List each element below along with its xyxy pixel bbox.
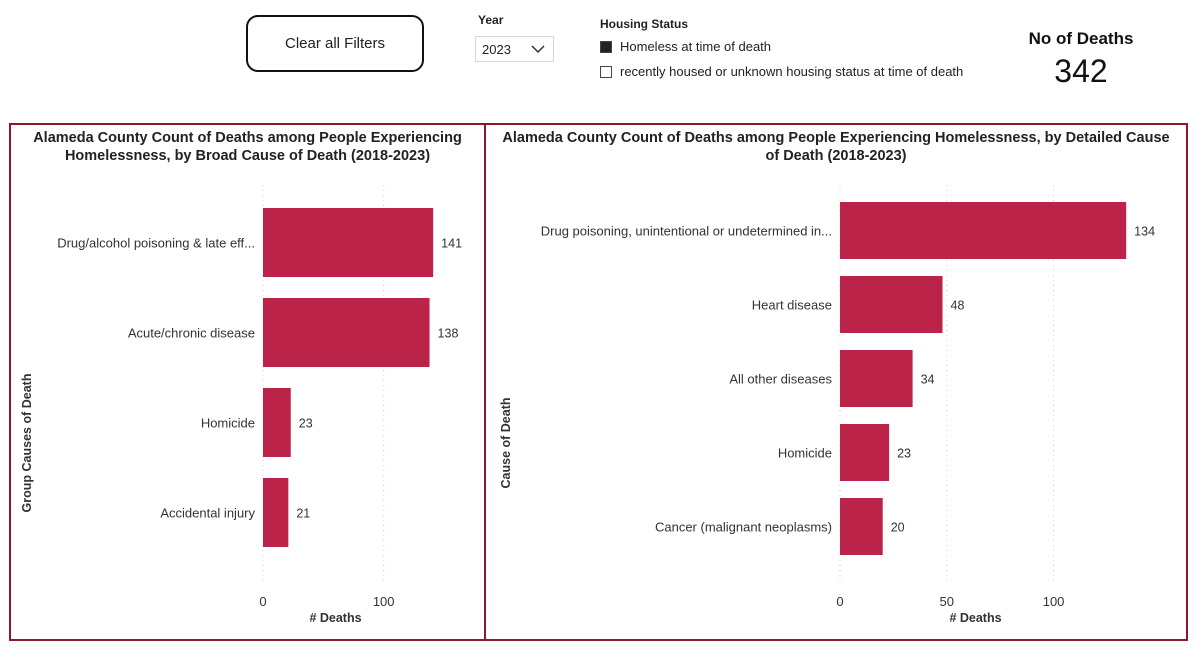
kpi-title: No of Deaths	[1028, 29, 1134, 48]
category-label: Acute/chronic disease	[128, 326, 255, 341]
broad-cause-chart-panel: Alameda County Count of Deaths among Peo…	[9, 123, 486, 641]
bar	[263, 388, 291, 457]
x-tick-label: 50	[940, 594, 954, 609]
year-select-value: 2023	[482, 41, 511, 57]
detailed-cause-bar-chart: 0 50 100 Drug poisoning, unintentional or u…	[499, 185, 1155, 625]
housing-option-label: Homeless at time of death	[620, 39, 772, 54]
bar	[263, 208, 434, 277]
data-label: 23	[897, 447, 911, 461]
category-label: Heart disease	[752, 298, 832, 313]
x-axis-label: # Deaths	[949, 611, 1001, 625]
data-label: 134	[1134, 225, 1155, 239]
data-label: 21	[296, 507, 310, 521]
detailed-cause-chart-panel: Alameda County Count of Deaths among Peo…	[484, 123, 1188, 641]
bar	[840, 424, 890, 481]
category-label: Homicide	[201, 416, 255, 431]
checkbox-unchecked-icon[interactable]	[600, 65, 612, 78]
housing-option-recently-housed[interactable]: recently housed or unknown housing statu…	[600, 64, 963, 79]
clear-filters-button[interactable]: Clear all Filters	[246, 15, 424, 72]
category-label: Homicide	[778, 446, 832, 461]
x-axis-label: # Deaths	[309, 611, 361, 625]
category-label: Cancer (malignant neoplasms)	[655, 520, 832, 535]
y-axis-label: Group Causes of Death	[20, 374, 34, 513]
kpi-value: 342	[1054, 53, 1108, 89]
year-select[interactable]: 2023	[475, 36, 554, 62]
x-tick-label: 100	[1043, 594, 1065, 609]
category-label: Accidental injury	[160, 506, 255, 521]
data-label: 138	[438, 327, 459, 341]
x-tick-label: 100	[373, 594, 395, 609]
checkbox-checked-icon[interactable]	[600, 40, 612, 53]
x-tick-label: 0	[836, 594, 843, 609]
data-label: 48	[951, 299, 965, 313]
chart-title: Alameda County Count of Deaths among Peo…	[33, 130, 462, 164]
category-label: Drug/alcohol poisoning & late eff...	[57, 236, 255, 251]
year-filter-label: Year	[478, 13, 504, 27]
chart-title: Alameda County Count of Deaths among Peo…	[502, 130, 1170, 164]
y-axis-label: Cause of Death	[499, 398, 513, 489]
data-label: 34	[921, 373, 935, 387]
bar	[263, 478, 289, 547]
chevron-down-icon	[531, 45, 545, 54]
data-label: 23	[299, 417, 313, 431]
category-label: Drug poisoning, unintentional or undeter…	[541, 224, 832, 239]
broad-cause-bar-chart: 0 100 Drug/alcohol poisoning & late eff...…	[20, 185, 462, 625]
housing-option-homeless[interactable]: Homeless at time of death	[600, 39, 771, 54]
housing-option-label: recently housed or unknown housing statu…	[620, 64, 964, 79]
category-label: All other diseases	[729, 372, 832, 387]
bar	[840, 350, 913, 407]
x-tick-label: 0	[259, 594, 266, 609]
data-label: 20	[891, 521, 905, 535]
bar	[263, 298, 430, 367]
housing-status-label: Housing Status	[600, 17, 689, 31]
bar	[840, 202, 1127, 259]
data-label: 141	[441, 237, 462, 251]
bar	[840, 276, 943, 333]
bar	[840, 498, 883, 555]
